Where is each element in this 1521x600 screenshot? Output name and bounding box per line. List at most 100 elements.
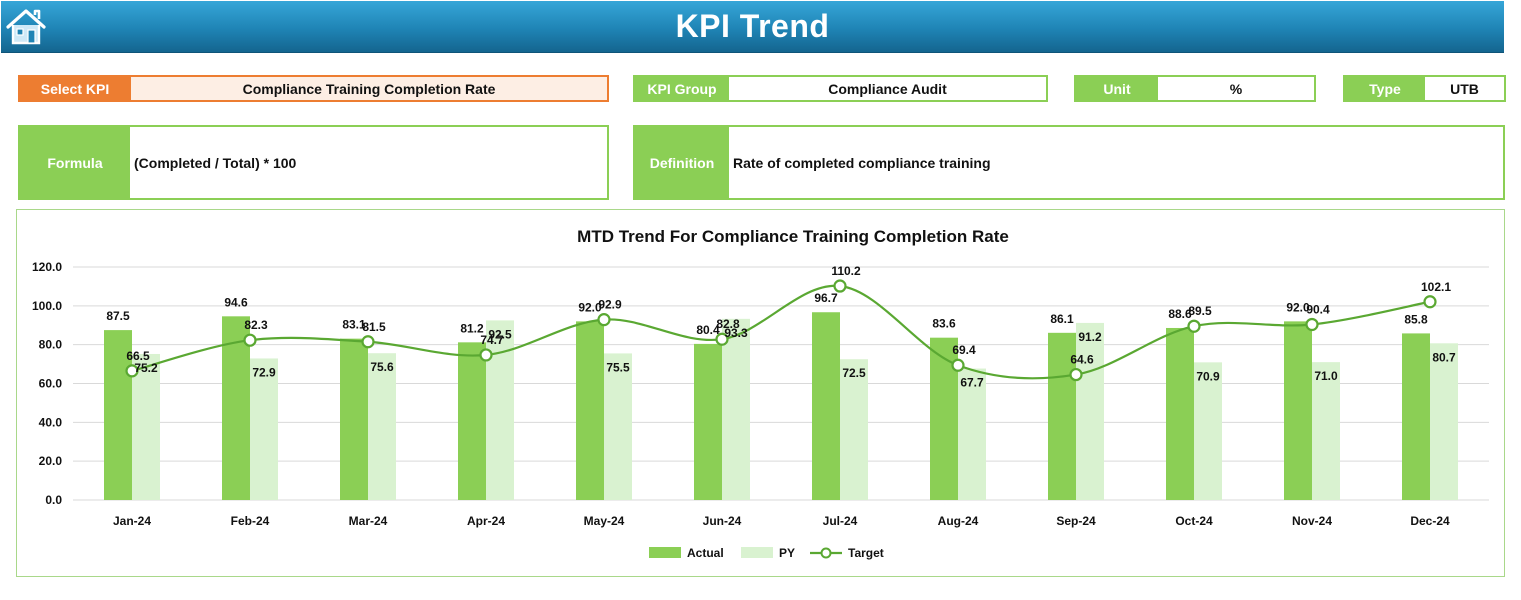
target-line	[131, 284, 1431, 380]
target-data-label: 66.5	[126, 349, 150, 363]
target-point	[125, 364, 139, 378]
actual-data-label: 83.6	[932, 317, 956, 331]
py-data-label: 75.2	[134, 361, 158, 375]
target-point	[951, 358, 965, 372]
actual-bar	[222, 316, 250, 500]
select-kpi-box: Select KPI Compliance Training Completio…	[18, 75, 609, 102]
target-point	[1423, 295, 1437, 309]
select-kpi-label: Select KPI	[20, 77, 130, 100]
formula-box: Formula (Completed / Total) * 100	[18, 125, 609, 200]
py-bar	[722, 318, 750, 500]
home-icon[interactable]	[5, 6, 47, 46]
py-bar	[368, 353, 396, 500]
kpi-group-value: Compliance Audit	[729, 77, 1046, 100]
py-bar	[840, 359, 868, 500]
actual-bar	[104, 330, 132, 500]
py-bar	[1076, 322, 1104, 500]
actual-data-label: 96.7	[814, 291, 838, 305]
legend-py-label: PY	[779, 546, 795, 560]
py-bar	[486, 320, 514, 500]
actual-data-label: 80.4	[696, 323, 720, 337]
kpi-trend-chart: MTD Trend For Compliance Training Comple…	[32, 227, 1489, 560]
actual-data-label: 87.5	[106, 309, 130, 323]
select-kpi-dropdown[interactable]: Compliance Training Completion Rate	[130, 77, 607, 100]
py-data-label: 75.5	[606, 360, 630, 374]
target-point	[597, 313, 611, 327]
py-data-label: 93.3	[724, 326, 748, 340]
py-data-label: 92.5	[488, 327, 512, 341]
chart-title: MTD Trend For Compliance Training Comple…	[577, 227, 1009, 246]
actual-data-label: 92.0	[578, 300, 602, 314]
chart-frame: MTD Trend For Compliance Training Comple…	[16, 209, 1505, 577]
py-bar	[132, 353, 160, 500]
target-data-label: 64.6	[1070, 353, 1094, 367]
py-data-label: 72.5	[842, 366, 866, 380]
target-point	[1069, 367, 1083, 382]
legend-target-label: Target	[848, 546, 884, 560]
definition-box: Definition Rate of completed compliance …	[633, 125, 1505, 200]
py-data-label: 70.9	[1196, 369, 1220, 383]
y-tick-label: 100.0	[32, 299, 62, 313]
page-title: KPI Trend	[675, 8, 830, 44]
x-tick-label: Jun-24	[703, 514, 742, 528]
actual-bar	[812, 312, 840, 500]
target-data-label: 69.4	[952, 343, 976, 357]
target-point	[361, 335, 375, 349]
py-bar	[958, 368, 986, 500]
legend-actual-label: Actual	[687, 546, 724, 560]
x-tick-label: Aug-24	[938, 514, 979, 528]
target-data-label: 89.5	[1188, 304, 1212, 318]
y-tick-label: 80.0	[39, 338, 63, 352]
actual-bar	[576, 321, 604, 500]
legend-py-swatch	[741, 547, 773, 558]
formula-label: Formula	[20, 127, 130, 198]
actual-data-label: 94.6	[224, 295, 248, 309]
unit-value: %	[1158, 77, 1314, 100]
target-data-label: 110.2	[831, 264, 861, 278]
py-data-label: 67.7	[960, 376, 984, 390]
legend-actual-swatch	[649, 547, 681, 558]
y-tick-label: 60.0	[39, 377, 63, 391]
x-tick-label: Apr-24	[467, 514, 505, 528]
target-point	[715, 332, 729, 346]
py-bar	[1312, 362, 1340, 500]
actual-data-label: 88.6	[1168, 307, 1192, 321]
py-data-label: 80.7	[1432, 350, 1456, 364]
actual-data-label: 92.0	[1286, 300, 1310, 314]
type-label: Type	[1345, 77, 1425, 100]
target-data-label: 92.9	[598, 298, 622, 312]
x-tick-label: Jan-24	[113, 514, 151, 528]
y-tick-label: 40.0	[39, 415, 63, 429]
target-data-label: 102.1	[1421, 280, 1451, 294]
actual-bar	[1284, 321, 1312, 500]
actual-bar	[1048, 332, 1076, 500]
py-bar	[1430, 343, 1458, 500]
target-point	[479, 348, 493, 362]
legend-target-marker	[820, 547, 832, 559]
target-data-label: 81.5	[362, 320, 386, 334]
actual-bar	[694, 343, 722, 500]
x-tick-label: Mar-24	[349, 514, 388, 528]
actual-data-label: 83.1	[342, 318, 366, 332]
header-bar: KPI Trend	[1, 1, 1504, 53]
actual-data-label: 85.8	[1404, 312, 1428, 326]
kpi-group-label: KPI Group	[635, 77, 729, 100]
target-data-label: 82.8	[716, 317, 740, 331]
py-bar	[1194, 362, 1222, 500]
actual-data-label: 86.1	[1050, 312, 1074, 326]
py-data-label: 75.6	[370, 360, 394, 374]
target-point	[1187, 319, 1201, 333]
target-point	[1305, 317, 1319, 332]
y-tick-label: 0.0	[45, 493, 62, 507]
definition-label: Definition	[635, 127, 729, 198]
formula-value: (Completed / Total) * 100	[130, 127, 607, 198]
actual-bar	[1166, 327, 1194, 500]
py-data-label: 71.0	[1314, 369, 1338, 383]
unit-box: Unit %	[1074, 75, 1316, 102]
y-tick-label: 120.0	[32, 260, 62, 274]
target-data-label: 82.3	[244, 318, 268, 332]
actual-bar	[340, 338, 368, 500]
py-bar	[250, 358, 278, 500]
actual-bar	[1402, 333, 1430, 500]
x-tick-label: Sep-24	[1056, 514, 1096, 528]
